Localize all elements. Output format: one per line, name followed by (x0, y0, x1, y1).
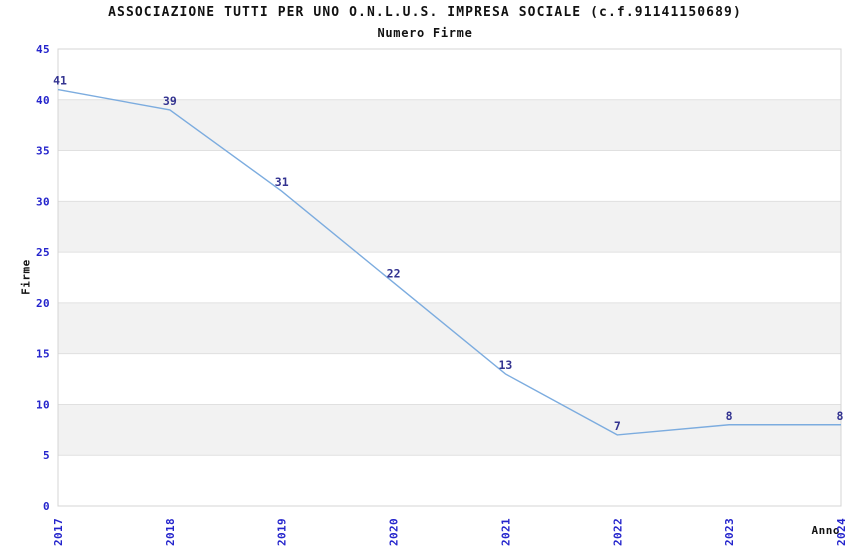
data-point-label: 39 (163, 94, 177, 108)
data-point-label: 13 (498, 358, 512, 372)
plot-band (58, 99, 841, 151)
data-point-label: 41 (53, 74, 67, 88)
plot-band (58, 49, 841, 100)
y-tick-label: 30 (36, 195, 50, 208)
plot-band (58, 201, 841, 253)
data-point-label: 22 (387, 267, 401, 281)
chart-title: ASSOCIAZIONE TUTTI PER UNO O.N.L.U.S. IM… (108, 5, 742, 20)
y-tick-label: 10 (36, 398, 50, 411)
data-line (57, 88, 841, 436)
plot-band (58, 252, 841, 303)
y-tick-label: 25 (36, 246, 50, 259)
y-tick-label: 15 (36, 348, 50, 361)
plot-band (58, 353, 841, 405)
x-tick-label: 2020 (388, 518, 401, 546)
plot-border (57, 48, 842, 507)
x-tick-label: 2024 (835, 518, 848, 546)
plot-band (58, 455, 841, 506)
x-tick-label: 2021 (499, 518, 512, 546)
data-point-label: 7 (614, 419, 621, 433)
data-point-label: 31 (275, 175, 289, 189)
x-tick-label: 2018 (164, 518, 177, 546)
x-tick-label: 2017 (52, 518, 65, 546)
x-axis-title: Anno (811, 524, 840, 537)
y-tick-label: 0 (43, 500, 50, 513)
x-tick-label: 2023 (723, 518, 736, 546)
y-tick-label: 35 (36, 145, 50, 158)
y-tick-label: 20 (36, 297, 50, 310)
y-tick-label: 5 (43, 449, 50, 462)
data-point-label: 8 (726, 409, 733, 423)
plot-band (58, 404, 841, 456)
y-tick-label: 40 (36, 94, 50, 107)
chart-subtitle: Numero Firme (377, 26, 473, 40)
plot-band (58, 150, 841, 202)
y-tick-label: 45 (36, 43, 50, 56)
x-tick-label: 2019 (276, 518, 289, 546)
data-point-label: 8 (837, 409, 844, 423)
x-tick-label: 2022 (611, 518, 624, 546)
